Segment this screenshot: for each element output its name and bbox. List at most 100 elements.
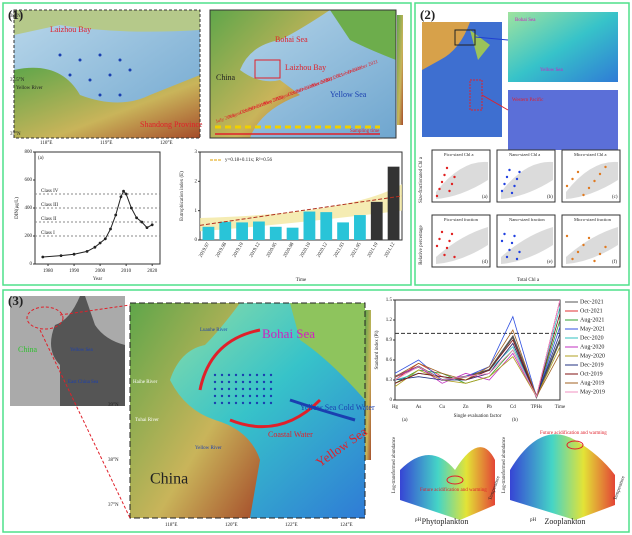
lon-tick: 122°E	[285, 523, 298, 528]
annotation: y=0.18+0.11x; R²=0.56	[225, 157, 272, 163]
point	[435, 194, 439, 198]
surface-y-label: Temperature	[613, 475, 627, 501]
class-label: Class III	[41, 203, 58, 208]
point	[435, 244, 439, 248]
y-tick-label: 800	[25, 150, 33, 155]
map-pacific	[422, 12, 618, 150]
x-tick-label: 2021.03	[333, 242, 346, 259]
point	[593, 179, 596, 183]
map-label: Luanhe River	[200, 328, 228, 333]
point	[505, 175, 509, 179]
point	[515, 177, 519, 181]
point	[598, 252, 602, 256]
station	[255, 394, 259, 398]
legend-label: Dec-2019	[580, 362, 604, 368]
y-tick-label: 0	[195, 238, 198, 243]
point	[604, 165, 607, 169]
x-tick-label: Pb	[487, 405, 493, 410]
station	[227, 380, 231, 384]
din-point	[114, 213, 118, 217]
fit-band	[501, 161, 553, 199]
series-line	[395, 346, 560, 398]
station	[220, 373, 224, 377]
din-point	[145, 226, 149, 230]
point	[604, 245, 607, 249]
fit-band	[436, 227, 488, 264]
x-tick-label: 2021.12	[384, 242, 397, 259]
y-tick-label: 0	[390, 398, 393, 403]
y-tick-label: 1	[195, 209, 198, 214]
map-label: Shandong Province	[140, 120, 203, 129]
map-label: Laizhou Bay	[285, 63, 326, 72]
x-tick-label: 2020.10	[300, 242, 313, 259]
lon-tick: 124°E	[340, 523, 353, 528]
series-line	[395, 300, 560, 398]
lat-tick: 37.5°N	[10, 78, 25, 83]
lon-tick: 118°E	[40, 141, 52, 146]
plot-title: Nano-sized fraction	[509, 217, 545, 222]
x-tick-label: 1980	[43, 269, 54, 274]
station	[262, 387, 266, 391]
series-line	[395, 313, 560, 398]
point	[508, 168, 511, 172]
point	[565, 184, 569, 188]
x-tick-label: Zn	[463, 405, 469, 410]
din-point	[122, 189, 125, 193]
x-tick-label: 2019.10	[232, 242, 245, 259]
point	[598, 172, 602, 176]
point	[582, 243, 585, 247]
map-laizhou	[13, 9, 201, 139]
x-tick-label: Cd	[510, 405, 516, 410]
legend-label: Dec-2021	[580, 299, 604, 305]
point	[576, 250, 580, 254]
point	[438, 187, 441, 191]
surface-x-label: pH	[415, 518, 422, 523]
station	[220, 394, 224, 398]
map-label: Yellow Sea	[330, 90, 367, 99]
legend-label: May-2020	[580, 353, 605, 359]
station	[241, 401, 245, 405]
class-label: Class II	[41, 217, 57, 222]
legend-label: Oct-2019	[580, 371, 603, 377]
station	[213, 380, 217, 384]
din-point	[85, 250, 89, 253]
station	[241, 380, 245, 384]
point	[518, 250, 521, 254]
point	[453, 175, 456, 179]
y-label: Size-fractionated Chl a	[419, 156, 424, 203]
point	[440, 230, 444, 234]
point	[587, 186, 591, 190]
point	[443, 173, 446, 177]
din-point	[150, 223, 154, 227]
lat-tick: 37°N	[108, 503, 119, 508]
station	[262, 373, 266, 377]
map-bohai	[209, 9, 403, 139]
x-tick-label: TPHs	[531, 405, 542, 410]
fit-band	[501, 227, 553, 264]
lon-tick: 120°E	[225, 523, 238, 528]
map-bohai-large	[39, 302, 371, 519]
y-label: DIN(μg/L)	[15, 197, 20, 219]
plot-tag: (e)	[547, 260, 553, 265]
x-tick-label: 2000	[95, 269, 106, 274]
survey-time: May 2021	[323, 73, 344, 85]
bar	[370, 201, 383, 240]
series-line	[395, 300, 560, 398]
point	[450, 182, 454, 186]
x-tick-label: 2021.05	[350, 242, 363, 259]
map-label: China	[150, 471, 188, 488]
series-line	[395, 319, 560, 398]
x-tick-label: 2021.10	[367, 242, 380, 259]
plot-title: Micro-sized fraction	[574, 217, 612, 222]
series-line	[395, 334, 560, 400]
bar	[337, 222, 349, 240]
lat-tick: 38°N	[10, 14, 21, 19]
point	[445, 166, 449, 170]
x-tick-label: Time	[555, 405, 566, 410]
station	[213, 387, 217, 391]
map-label: Laizhou Bay	[50, 25, 91, 34]
map-label: Coastal Water	[268, 430, 313, 439]
station	[255, 373, 259, 377]
plot-title: Micro-sized Chl a	[574, 152, 607, 157]
map-label: Yellow River	[16, 86, 43, 91]
